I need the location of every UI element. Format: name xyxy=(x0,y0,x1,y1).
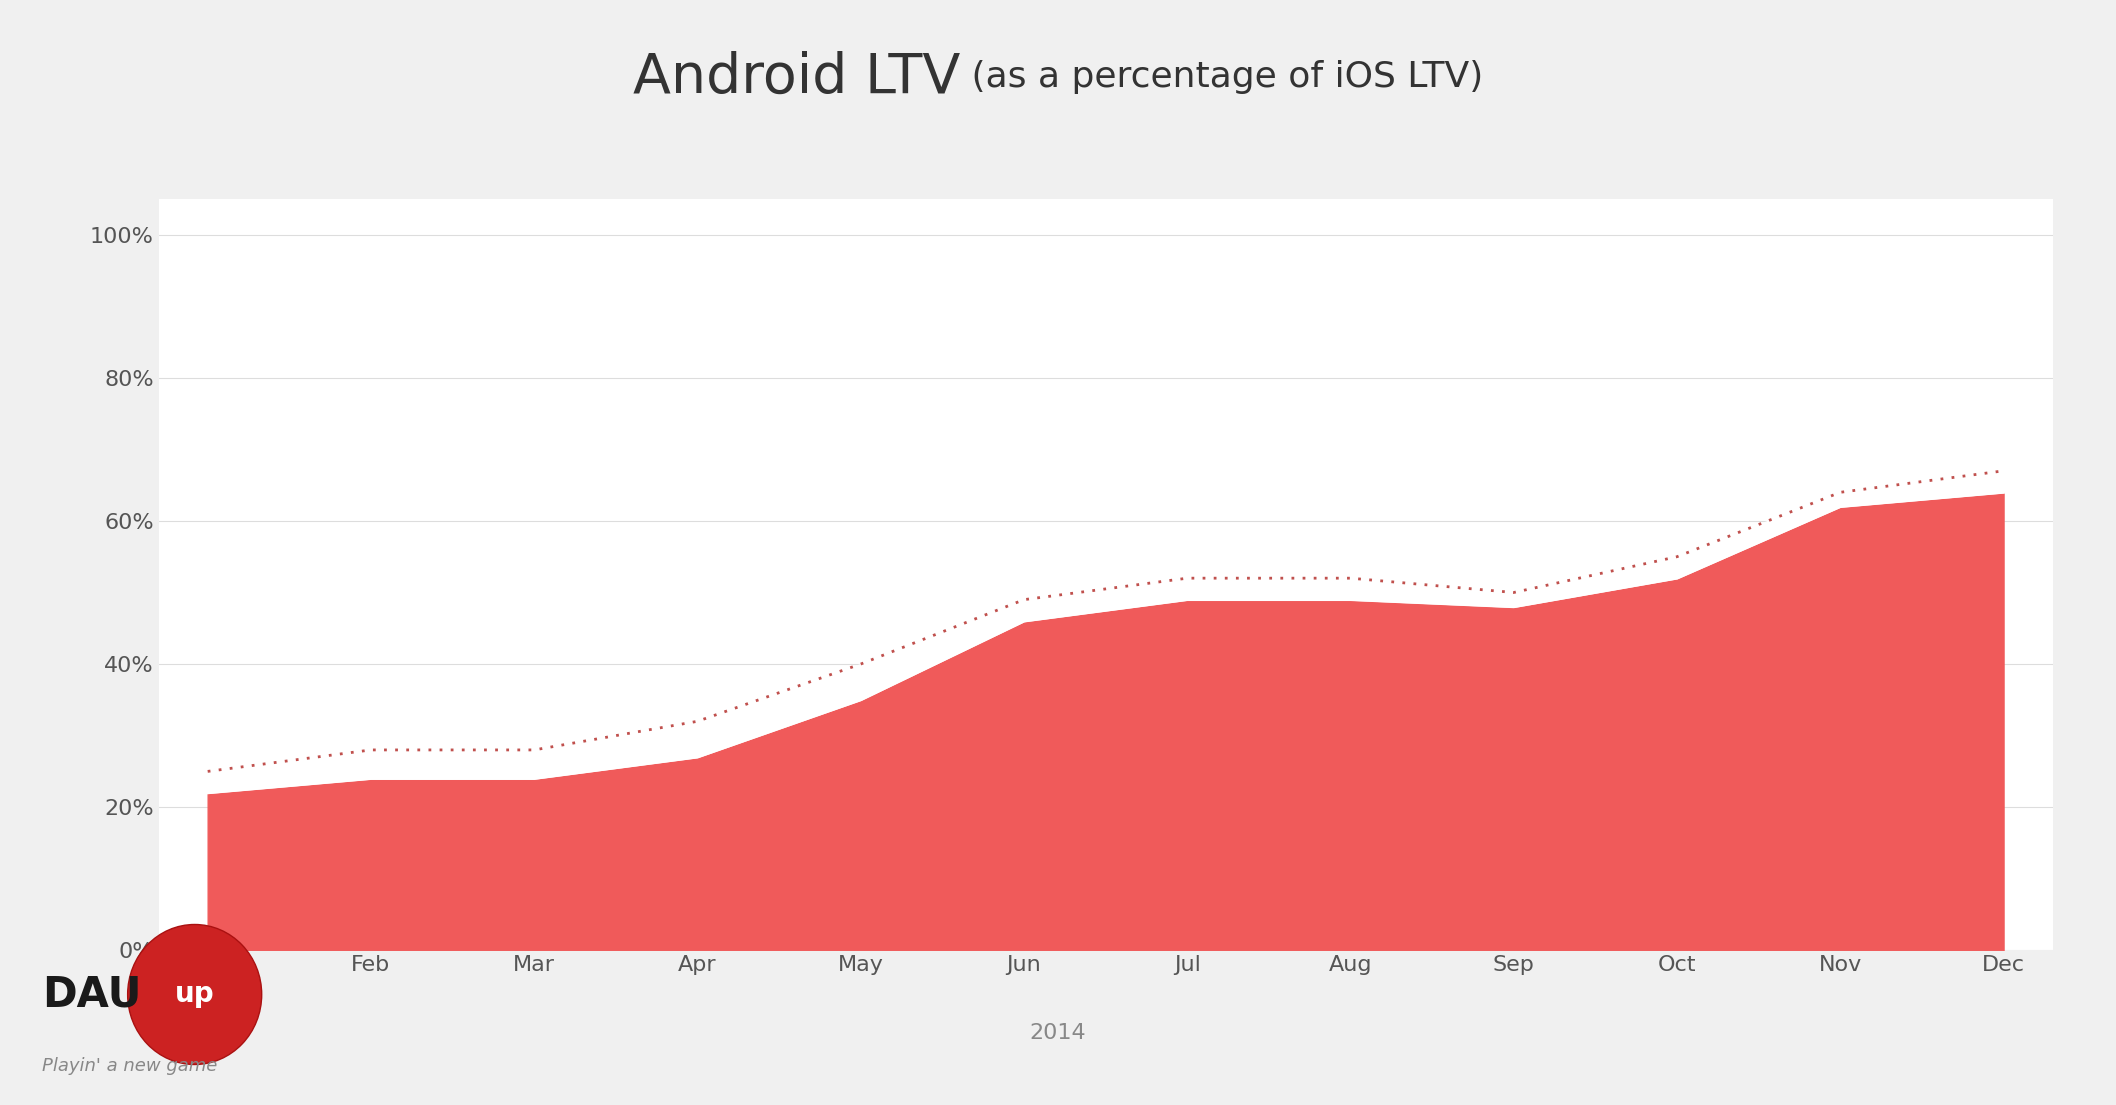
Text: DAU: DAU xyxy=(42,974,142,1015)
Text: up: up xyxy=(176,980,214,1009)
Circle shape xyxy=(127,925,262,1064)
Text: (as a percentage of iOS LTV): (as a percentage of iOS LTV) xyxy=(961,61,1483,94)
Text: 2014: 2014 xyxy=(1030,1023,1086,1043)
Text: Android LTV: Android LTV xyxy=(633,51,961,104)
Text: Playin' a new game: Playin' a new game xyxy=(42,1057,218,1075)
